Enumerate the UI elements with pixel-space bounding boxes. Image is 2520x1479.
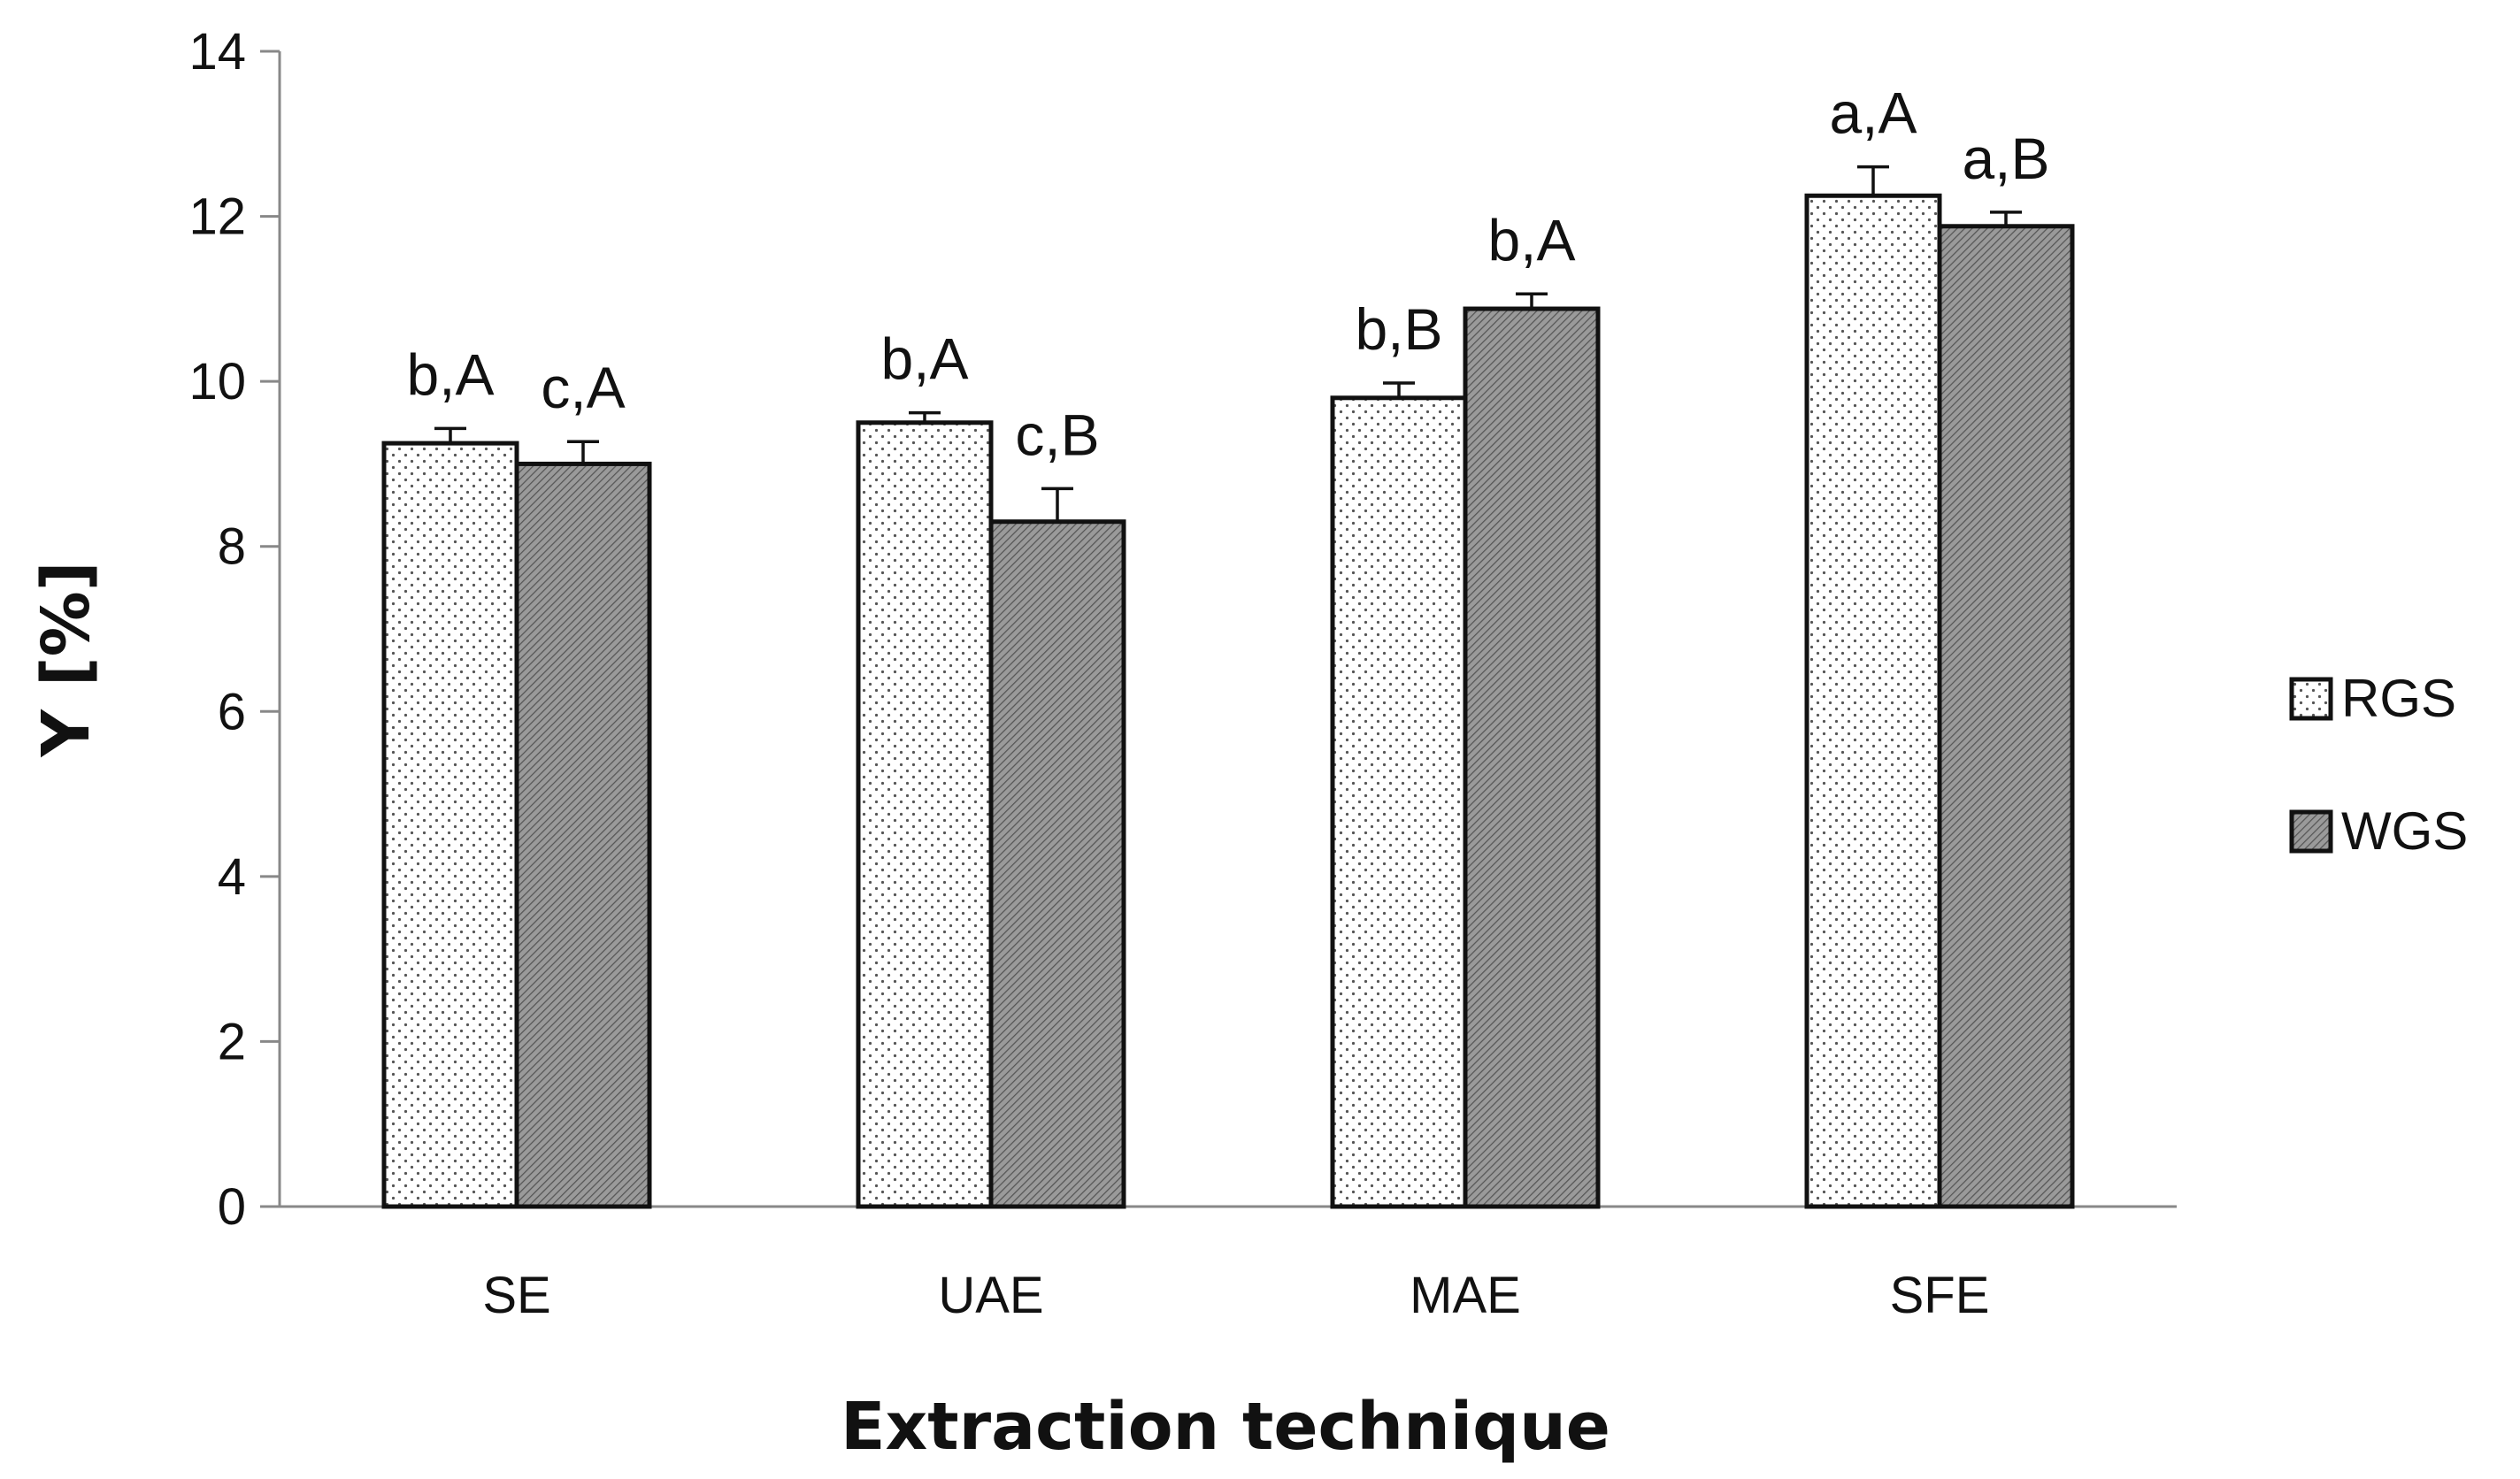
legend-label-rgs: RGS bbox=[2341, 669, 2456, 728]
significance-label: b,A bbox=[406, 341, 494, 407]
x-tick-label: UAE bbox=[938, 1267, 1043, 1324]
y-tick-label: 0 bbox=[218, 1178, 246, 1236]
significance-label: a,B bbox=[1962, 126, 2049, 191]
x-tick-label: MAE bbox=[1410, 1267, 1521, 1324]
bar-wgs bbox=[988, 519, 1126, 1209]
significance-label: a,A bbox=[1829, 80, 1917, 146]
bar-rgs bbox=[381, 441, 519, 1209]
y-tick-label: 6 bbox=[218, 683, 246, 740]
legend: RGS WGS bbox=[2289, 669, 2468, 861]
significance-label: b,A bbox=[880, 326, 968, 392]
y-tick-label: 2 bbox=[218, 1013, 246, 1070]
y-axis-title: Y [%] bbox=[28, 561, 104, 757]
y-tick-label: 4 bbox=[218, 848, 246, 906]
y-tick-label: 10 bbox=[188, 353, 246, 410]
bar-wgs bbox=[1937, 224, 2075, 1209]
bar-rgs bbox=[856, 420, 994, 1209]
bar-rgs bbox=[1330, 395, 1468, 1209]
axes: 0 2 4 6 8 10 12 14 SE UAE MAE SFE bbox=[188, 23, 2177, 1324]
significance-label: c,B bbox=[1015, 402, 1099, 467]
bar-rgs bbox=[1804, 193, 1942, 1209]
significance-label: b,B bbox=[1355, 296, 1442, 362]
y-tick-label: 14 bbox=[188, 23, 246, 80]
y-tick-label: 12 bbox=[188, 188, 246, 246]
legend-swatch-rgs bbox=[2289, 677, 2333, 721]
x-axis-title: Extraction technique bbox=[841, 1389, 1610, 1465]
significance-labels: b,A c,A b,A c,B b,B b,A a,A a,B bbox=[406, 80, 2049, 468]
legend-swatch-wgs bbox=[2289, 809, 2333, 854]
significance-label: b,A bbox=[1487, 207, 1575, 272]
x-tick-label: SE bbox=[482, 1267, 550, 1324]
significance-label: c,A bbox=[541, 355, 625, 420]
legend-label-wgs: WGS bbox=[2341, 801, 2468, 861]
y-tick-label: 8 bbox=[218, 518, 246, 576]
x-tick-label: SFE bbox=[1890, 1267, 1990, 1324]
bar-wgs bbox=[514, 461, 652, 1209]
bar-wgs bbox=[1463, 306, 1601, 1209]
bars bbox=[381, 165, 2075, 1209]
